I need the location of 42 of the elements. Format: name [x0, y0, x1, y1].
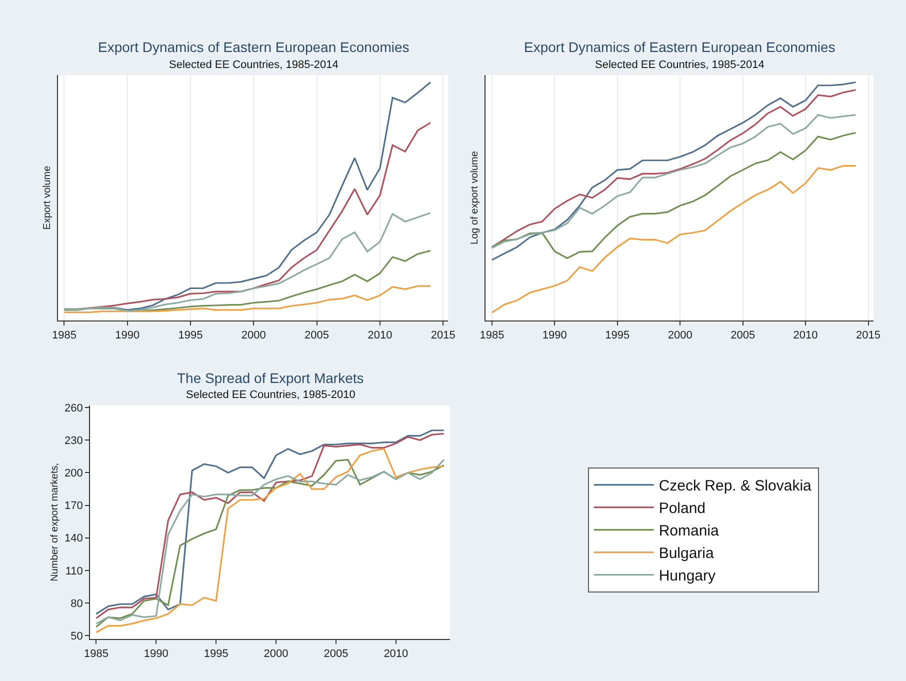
x-tick-label: 2000 — [264, 648, 288, 660]
x-tick-label: 2000 — [668, 330, 692, 342]
x-tick-label: 2010 — [793, 330, 818, 342]
legend-label: Romania — [658, 522, 720, 540]
x-tick-label: 2000 — [241, 330, 266, 342]
chart-subtitle: Selected EE Countries, 1985-2014 — [595, 59, 764, 71]
x-tick-label: 2010 — [368, 330, 392, 342]
y-axis-title: Log of export volume — [470, 150, 481, 244]
x-tick-label: 2015 — [856, 330, 881, 342]
y-tick-label: 140 — [64, 532, 83, 545]
chart-title: The Spread of Export Markets — [177, 370, 364, 386]
x-tick-label: 1990 — [542, 330, 567, 342]
y-tick-label: 260 — [64, 402, 83, 414]
x-tick-label: 1995 — [204, 648, 228, 660]
x-tick-label: 1995 — [605, 330, 630, 342]
y-axis-title: Export volume — [42, 165, 53, 230]
x-tick-label: 2005 — [730, 330, 756, 342]
chart-subtitle: Selected EE Countries, 1985-2010 — [186, 389, 356, 401]
legend-label: Poland — [658, 500, 706, 518]
legend-label: Czeck Rep. & Slovakia — [658, 478, 812, 495]
chart-title: Export Dynamics of Eastern European Economies — [524, 39, 836, 55]
x-tick-label: 1995 — [178, 330, 203, 342]
y-tick-label: 50 — [70, 630, 83, 642]
chart-subtitle: Selected EE Countries, 1985-2014 — [169, 59, 338, 71]
y-tick-label: 80 — [70, 598, 83, 610]
x-tick-label: 1985 — [52, 330, 76, 342]
y-tick-label: 110 — [65, 565, 83, 578]
x-tick-label: 2010 — [384, 648, 408, 660]
x-tick-label: 2005 — [324, 648, 348, 660]
x-tick-label: 1990 — [144, 648, 168, 660]
x-tick-label: 1985 — [84, 648, 108, 660]
x-tick-label: 1985 — [480, 330, 504, 342]
y-tick-label: 200 — [64, 468, 83, 480]
x-tick-label: 2005 — [304, 330, 330, 342]
chart-title: Export Dynamics of Eastern European Economies — [98, 39, 410, 55]
x-tick-label: 1990 — [115, 330, 140, 342]
y-axis-title: Number of export markets, — [50, 462, 61, 582]
x-tick-label: 2015 — [430, 330, 456, 342]
legend-label: Bulgaria — [658, 545, 715, 562]
y-tick-label: 230 — [64, 435, 83, 447]
legend-label: Hungary — [658, 568, 716, 585]
y-tick-label: 170 — [64, 500, 83, 512]
